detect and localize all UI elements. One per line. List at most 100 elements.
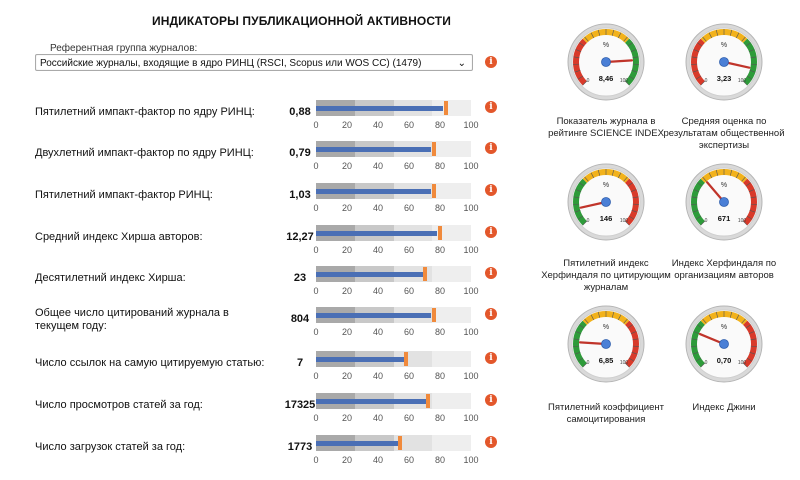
gauge-unit-label: % [721, 42, 727, 49]
indicator-value: 7 [296, 357, 304, 369]
gauge-min-label: 0 [587, 218, 590, 224]
bar-band [432, 100, 471, 116]
gauge-tick [702, 36, 707, 42]
gauge-tick [695, 215, 702, 220]
gauge-tick [748, 49, 755, 52]
bar-tick-label: 80 [434, 203, 445, 213]
indicator-label: Двухлетний импакт-фактор по ядру РИНЦ: [35, 147, 254, 159]
indicator-bar [316, 141, 471, 157]
bar-band [432, 307, 471, 323]
gauge-max-label: 100 [738, 360, 747, 366]
info-icon[interactable]: i [485, 352, 497, 364]
gauge-tick [631, 352, 638, 355]
info-icon[interactable]: i [485, 184, 497, 196]
gauge-tick [627, 42, 633, 47]
gauge-caption: Индекс Джини [692, 402, 756, 413]
gauge-max-label: 100 [620, 78, 629, 84]
gauge-tick [584, 318, 589, 324]
gauge-tick [742, 362, 748, 368]
info-icon[interactable]: i [485, 267, 497, 279]
gauge-tick [716, 29, 718, 36]
bar-band [432, 266, 471, 282]
bar-tick-label: 80 [434, 455, 445, 465]
bar-tick-label: 100 [463, 120, 479, 130]
gauge-tick [617, 32, 622, 39]
info-icon[interactable]: i [485, 56, 497, 68]
info-icon[interactable]: i [485, 308, 497, 320]
bar-tick-label: 0 [313, 245, 319, 255]
bar-tick-label: 60 [403, 245, 414, 255]
bar-target-marker [403, 352, 408, 366]
gauge-value: 0,70 [717, 356, 732, 365]
gauge-tick [708, 314, 713, 321]
gauge-tick [598, 311, 600, 318]
indicator-value: 804 [290, 313, 310, 325]
info-icon[interactable]: i [485, 101, 497, 113]
gauge-tick [746, 215, 753, 220]
bar-fill [316, 106, 444, 111]
info-icon[interactable]: i [485, 436, 497, 448]
gauge-tick [579, 182, 585, 187]
gauge-tick [700, 362, 706, 368]
gauge-hub [719, 339, 729, 349]
bar-axis: 0 20 40 60 80 100 [310, 455, 480, 465]
reference-group-select[interactable]: Российские журналы, входящие в ядро РИНЦ… [35, 54, 473, 71]
gauge-tick [693, 49, 700, 52]
bar-tick-label: 20 [341, 327, 352, 337]
gauge-tick [741, 36, 746, 42]
bar-target-marker [438, 226, 442, 240]
gauge-tick [623, 36, 628, 42]
indicator-label: Число просмотров статей за год: [35, 399, 203, 411]
gauge-tick [750, 196, 757, 199]
gauge-unit-label: % [603, 182, 609, 189]
indicator-label: Десятилетний индекс Хирша: [35, 272, 186, 284]
gauge-tick [628, 75, 635, 80]
gauge-tick [598, 29, 600, 36]
reference-group-value: Российские журналы, входящие в ядро РИНЦ… [40, 58, 422, 69]
gauge-tick [697, 42, 703, 47]
bar-band [432, 141, 471, 157]
bar-fill [316, 189, 431, 194]
info-icon[interactable]: i [485, 142, 497, 154]
gauge-dial: % 0 100 0,70 [685, 305, 763, 383]
gauge-tick [691, 56, 698, 59]
bar-tick-label: 40 [372, 203, 383, 213]
bar-tick-label: 20 [341, 245, 352, 255]
bar-tick-label: 0 [313, 120, 319, 130]
bar-axis: 0 20 40 60 80 100 [310, 245, 480, 255]
gauge-tick [574, 70, 581, 73]
bar-tick-label: 40 [372, 120, 383, 130]
info-icon[interactable]: i [485, 226, 497, 238]
bar-tick-label: 20 [341, 203, 352, 213]
gauge-tick [575, 49, 582, 52]
indicator-bar [316, 435, 471, 451]
gauge-tick [692, 352, 699, 355]
gauge-tick [630, 331, 637, 334]
bar-tick-label: 100 [463, 371, 479, 381]
bar-fill [316, 357, 405, 362]
gauge-tick [746, 357, 753, 362]
gauge-caption: Средняя оценка по результатам общественн… [663, 116, 785, 151]
info-icon[interactable]: i [485, 394, 497, 406]
gauge-tick [730, 29, 732, 36]
gauge-caption: Пятилетний индекс Херфиндаля по цитирующ… [541, 258, 671, 293]
indicator-bar [316, 183, 471, 199]
bar-tick-label: 20 [341, 120, 352, 130]
bar-tick-label: 20 [341, 161, 352, 171]
gauge-hub [601, 339, 611, 349]
gauge-tick [577, 215, 584, 220]
gauge-tick [750, 338, 757, 341]
gauge-value: 671 [718, 214, 731, 223]
bar-fill [316, 313, 431, 318]
gauge-caption: Показатель журнала в рейтинге SCIENCE IN… [548, 116, 664, 139]
gauge-tick [573, 196, 580, 199]
bar-tick-label: 60 [403, 371, 414, 381]
gauge-tick [627, 182, 633, 187]
bar-tick-label: 40 [372, 413, 383, 423]
bar-target-marker [422, 267, 427, 281]
bar-tick-label: 80 [434, 120, 445, 130]
gauge-tick [631, 70, 638, 73]
bar-axis: 0 20 40 60 80 100 [310, 120, 480, 130]
gauge-tick [631, 210, 638, 213]
gauge-min-label: 0 [705, 78, 708, 84]
